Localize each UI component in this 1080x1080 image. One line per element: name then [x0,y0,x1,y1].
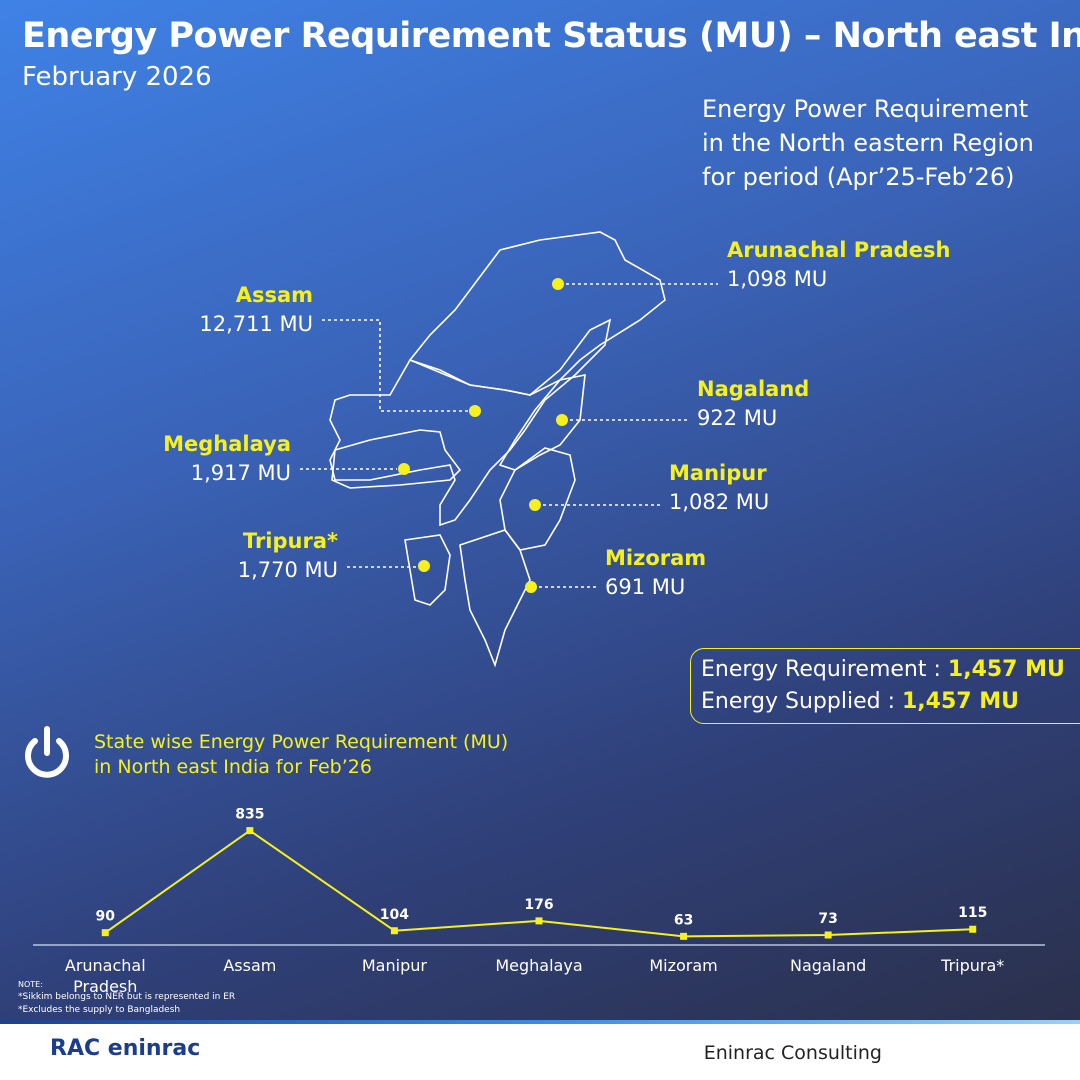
footer [0,1024,1080,1080]
data-point [535,917,543,925]
x-tick-label: Arunachal Pradesh [64,956,146,996]
data-point [824,931,832,939]
data-point [390,927,398,935]
x-tick-label: Mizoram [649,956,718,975]
label: Energy Supplied : [701,689,895,714]
summary-line: Energy Requirement : 1,457 MU [701,657,1065,682]
state-name: Tripura* [242,529,338,553]
data-label: 115 [958,905,987,921]
state-dot [398,463,410,475]
data-label: 73 [818,911,837,927]
company-name: Eninrac Consulting [703,1042,882,1064]
value: 1,457 MU [901,689,1019,714]
data-point [101,929,109,937]
map-outline [329,231,666,668]
data-label: 104 [380,907,409,923]
state-value: 922 MU [697,406,778,430]
power-icon [25,726,69,778]
logo: RAC eninrac [50,1036,201,1061]
state-name: Assam [235,283,313,307]
state-value: 1,098 MU [727,267,828,291]
state-dot [552,278,564,290]
note: *Excludes the supply to Bangladesh [18,1005,181,1015]
x-tick-label: Meghalaya [495,956,583,975]
x-tick-label: Nagaland [790,956,867,975]
state-dot [556,414,568,426]
state-name: Manipur [669,461,767,485]
summary-line: Energy Supplied : 1,457 MU [701,689,1019,714]
title: Energy Power Requirement Status (MU) – N… [22,16,1080,56]
subtitle: February 2026 [22,62,212,92]
chart-title-line: State wise Energy Power Requirement (MU) [94,731,509,753]
state-value: 1,917 MU [190,461,291,485]
note-label: NOTE: [18,980,43,989]
state-dot [529,499,541,511]
data-label: 835 [235,807,264,823]
value: 1,457 MU [947,657,1065,682]
state-dot [525,581,537,593]
data-label: 90 [96,909,116,925]
data-label: 63 [674,912,693,928]
caption-line: in the North eastern Region [702,129,1034,157]
data-label: 176 [524,897,553,913]
x-tick-label: Manipur [361,956,427,975]
state-value: 691 MU [605,575,686,599]
data-point [680,932,688,940]
state-value: 1,082 MU [669,490,770,514]
state-name: Mizoram [605,546,707,570]
state-value: 12,711 MU [199,312,313,336]
map-caption: Energy Power Requirement in the North ea… [702,92,1034,194]
label: Energy Requirement : [701,657,941,682]
state-name: Meghalaya [163,432,291,456]
chart-title: State wise Energy Power Requirement (MU)… [94,730,508,780]
data-point [246,827,254,835]
summary-box: Energy Requirement : 1,457 MU Energy Sup… [690,648,1080,724]
state-value: 1,770 MU [237,558,338,582]
footer-bar [0,1020,1080,1024]
caption-line: for period (Apr’25-Feb’26) [702,163,1015,191]
x-tick-label: Tripura* [941,956,1005,975]
chart-title-line: in North east India for Feb’26 [94,756,372,778]
state-dot [418,560,430,572]
caption-line: Energy Power Requirement [702,95,1029,123]
leader-line [322,319,468,412]
x-tick-label: Assam [223,956,277,975]
data-point [969,925,977,933]
note: *Sikkim belongs to NER but is represente… [18,992,236,1002]
state-dot [469,405,481,417]
state-name: Nagaland [697,377,810,401]
state-name: Arunachal Pradesh [727,238,951,262]
notes: NOTE: *Sikkim belongs to NER but is repr… [18,978,235,1017]
